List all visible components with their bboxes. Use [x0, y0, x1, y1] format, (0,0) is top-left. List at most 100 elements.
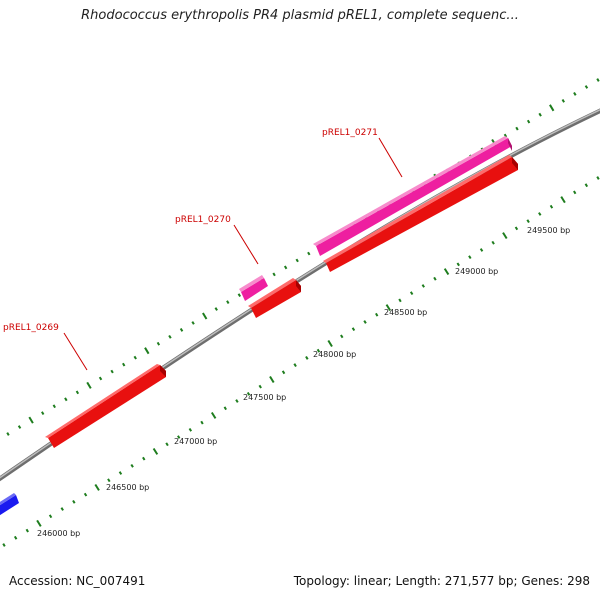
- tick-mark: [210, 411, 217, 419]
- accession-text: Accession: NC_007491: [9, 574, 146, 588]
- tick-mark: [560, 196, 566, 204]
- tick-mark: [237, 293, 242, 298]
- leader-line-0270: [233, 224, 259, 265]
- tick-mark: [200, 420, 204, 425]
- tick-mark: [468, 255, 472, 260]
- tick-mark: [375, 312, 379, 317]
- tick-mark: [421, 284, 425, 288]
- tick-mark: [272, 272, 276, 277]
- tick-mark: [327, 339, 333, 348]
- tick-mark: [398, 298, 402, 303]
- tick-mark: [456, 262, 460, 267]
- tick-mark: [514, 226, 519, 231]
- gene-label-0269[interactable]: pREL1_0269: [3, 323, 59, 333]
- scale-label-249000: 249000 bp: [455, 267, 498, 276]
- tick-mark: [191, 321, 195, 325]
- tick-mark: [281, 370, 286, 375]
- tick-mark: [179, 327, 184, 332]
- tick-mark: [479, 248, 484, 252]
- tick-mark: [60, 507, 64, 511]
- tick-mark: [340, 334, 344, 339]
- tick-mark: [549, 204, 554, 209]
- tick-mark: [515, 126, 519, 131]
- tick-mark: [25, 528, 29, 533]
- tick-mark: [283, 265, 288, 270]
- tick-mark: [526, 219, 530, 224]
- tick-mark: [75, 390, 80, 395]
- scale-label-246000: 246000 bp: [37, 529, 80, 538]
- tick-mark: [502, 232, 508, 240]
- leader-line-0269: [63, 332, 88, 371]
- tick-mark: [144, 347, 150, 355]
- scale-label-248500: 248500 bp: [384, 308, 427, 317]
- tick-mark: [133, 355, 137, 360]
- tick-mark: [188, 427, 193, 432]
- tick-mark: [107, 478, 111, 483]
- tick-mark: [538, 112, 542, 117]
- gene-label-0270[interactable]: pREL1_0270: [175, 215, 231, 225]
- tick-mark: [385, 304, 392, 312]
- tick-mark: [177, 435, 181, 439]
- gene-prel1-0269[interactable]: [45, 364, 166, 448]
- tick-mark: [223, 406, 227, 411]
- tick-mark: [235, 399, 239, 403]
- scale-labels: 246000 bp 246500 bp 247000 bp 247500 bp …: [37, 226, 570, 538]
- tick-mark: [52, 404, 56, 409]
- tick-mark: [214, 307, 218, 311]
- scale-label-246500: 246500 bp: [106, 483, 149, 492]
- tick-mark: [6, 432, 10, 436]
- tick-mark: [110, 369, 114, 374]
- tick-mark: [584, 85, 589, 89]
- tick-mark: [293, 363, 297, 368]
- tick-mark: [122, 362, 126, 367]
- gene-blue-left[interactable]: [0, 493, 19, 517]
- tick-mark: [573, 190, 577, 195]
- tick-mark: [130, 463, 134, 468]
- tick-mark: [28, 416, 34, 424]
- tick-mark: [316, 348, 321, 353]
- tick-mark: [165, 442, 169, 447]
- tick-mark: [307, 251, 311, 256]
- tick-mark: [36, 519, 42, 527]
- tick-mark: [41, 411, 45, 416]
- tick-mark: [549, 104, 555, 112]
- tick-mark: [83, 492, 88, 497]
- tick-mark: [17, 425, 22, 429]
- tick-mark: [86, 381, 92, 389]
- tick-mark: [226, 300, 230, 304]
- tick-mark: [305, 355, 309, 360]
- tick-mark: [13, 535, 18, 540]
- tick-mark: [202, 312, 208, 320]
- gene-prel1-0271[interactable]: [313, 136, 518, 272]
- tick-mark: [503, 133, 508, 138]
- tick-mark: [64, 397, 68, 402]
- tick-mark: [584, 183, 589, 188]
- scale-label-247500: 247500 bp: [243, 393, 286, 402]
- gene-label-0271[interactable]: pREL1_0271: [322, 128, 378, 138]
- tick-mark: [363, 320, 367, 324]
- tick-mark: [538, 212, 542, 216]
- scale-label-249500: 249500 bp: [527, 226, 570, 235]
- tick-mark: [98, 376, 103, 381]
- inner-tick-row: [2, 176, 600, 547]
- tick-mark: [156, 341, 161, 346]
- map-title: Rhodococcus erythropolis PR4 plasmid pRE…: [81, 8, 519, 23]
- tick-mark: [94, 483, 100, 491]
- tick-mark: [433, 276, 437, 281]
- topology-summary: Topology: linear; Length: 271,577 bp; Ge…: [293, 574, 590, 588]
- scale-label-248000: 248000 bp: [313, 350, 356, 359]
- tick-mark: [269, 375, 275, 384]
- tick-mark: [258, 384, 262, 389]
- tick-mark: [596, 176, 600, 180]
- tick-mark: [246, 391, 251, 396]
- tick-mark: [118, 471, 123, 475]
- tick-mark: [443, 268, 450, 276]
- tick-mark: [409, 291, 414, 296]
- tick-mark: [596, 78, 600, 82]
- outer-tick-row: [6, 78, 600, 436]
- tick-mark: [561, 98, 565, 103]
- tick-mark: [295, 258, 299, 263]
- gene-prel1-0270[interactable]: [239, 275, 301, 318]
- tick-mark: [526, 119, 531, 124]
- tick-mark: [351, 327, 356, 332]
